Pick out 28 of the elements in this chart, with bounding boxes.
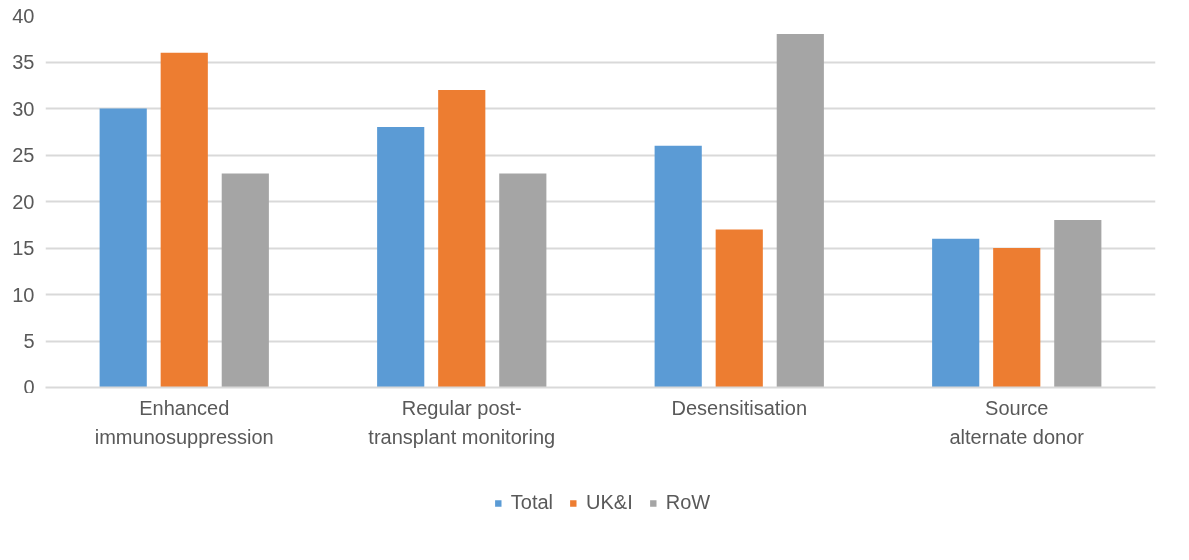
y-tick-label: 10 [12,283,35,306]
bar [221,173,269,388]
y-tick-label: 15 [12,237,35,259]
bar [377,127,425,388]
y-tick-label: 40 [12,4,35,27]
bar [776,34,824,388]
y-tick-label: 0 [23,375,35,398]
x-tick-label: Source alternate donor [949,397,1085,448]
bar [99,108,147,388]
x-tick-label: Desensitisation [671,397,808,420]
bar [715,229,763,388]
bar [499,173,547,388]
bar [993,248,1041,388]
bar [932,238,980,388]
legend-label: Total [510,491,554,514]
bar [438,89,486,388]
y-tick-label: 5 [23,330,35,352]
y-tick-label: 25 [12,144,35,166]
y-tick-label: 30 [12,97,35,120]
bar [160,52,208,388]
legend-label: RoW [665,491,711,514]
y-tick-label: 35 [12,51,35,73]
legend-label: UK&I [586,491,633,514]
bar [654,145,702,388]
x-tick-label: Regular post-transplant monitoring [368,397,556,448]
x-tick-label: Enhanced immunosuppression [94,397,274,448]
bar [1054,220,1102,388]
y-tick-label: 20 [12,190,35,213]
